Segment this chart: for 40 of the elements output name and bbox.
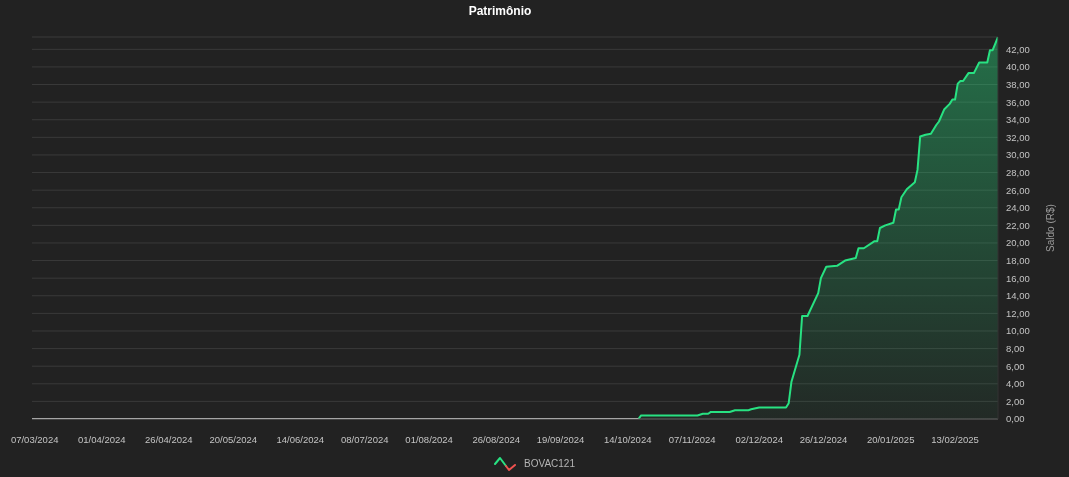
x-tick-label: 26/08/2024 <box>472 433 520 445</box>
y-tick-label: 20,00 <box>1006 237 1030 249</box>
x-tick-label: 14/10/2024 <box>603 433 652 445</box>
y-tick-label: 38,00 <box>1006 78 1030 90</box>
y-tick-label: 0,00 <box>1006 413 1025 425</box>
y-tick-label: 28,00 <box>1006 166 1030 178</box>
y-tick-label: 42,00 <box>1006 43 1030 55</box>
y-tick-label: 36,00 <box>1006 96 1030 108</box>
y-axis-title: Saldo (R$) <box>1044 204 1056 252</box>
x-tick-label: 14/06/2024 <box>276 433 325 445</box>
y-tick-label: 12,00 <box>1006 307 1030 319</box>
x-tick-label: 07/03/2024 <box>10 433 59 445</box>
x-tick-label: 20/01/2025 <box>866 433 915 445</box>
y-tick-label: 30,00 <box>1006 149 1030 161</box>
y-tick-label: 34,00 <box>1006 114 1030 126</box>
legend-label: BOVAC121 <box>524 457 575 469</box>
x-tick-label: 08/07/2024 <box>340 433 389 445</box>
x-tick-label: 02/12/2024 <box>735 433 783 445</box>
x-tick-label: 01/04/2024 <box>77 433 126 445</box>
y-tick-label: 16,00 <box>1006 272 1030 284</box>
x-tick-label: 01/08/2024 <box>405 433 453 445</box>
x-tick-label: 19/09/2024 <box>536 433 585 445</box>
y-tick-label: 14,00 <box>1006 290 1030 302</box>
y-tick-label: 10,00 <box>1006 325 1030 337</box>
y-tick-label: 8,00 <box>1006 342 1025 354</box>
y-tick-label: 22,00 <box>1006 219 1030 231</box>
y-tick-label: 32,00 <box>1006 131 1030 143</box>
y-tick-label: 18,00 <box>1006 254 1030 266</box>
y-tick-label: 40,00 <box>1006 61 1030 73</box>
x-tick-label: 07/11/2024 <box>668 433 716 445</box>
x-tick-label: 26/04/2024 <box>145 433 193 445</box>
x-tick-label: 13/02/2025 <box>931 433 979 445</box>
y-tick-label: 24,00 <box>1006 202 1030 214</box>
x-tick-label: 26/12/2024 <box>799 433 848 445</box>
y-tick-label: 2,00 <box>1006 395 1025 407</box>
y-tick-label: 6,00 <box>1006 360 1025 372</box>
x-tick-label: 20/05/2024 <box>209 433 258 445</box>
y-tick-label: 26,00 <box>1006 184 1030 196</box>
y-tick-label: 4,00 <box>1006 378 1025 390</box>
chart-title: Patrimônio <box>467 4 533 18</box>
